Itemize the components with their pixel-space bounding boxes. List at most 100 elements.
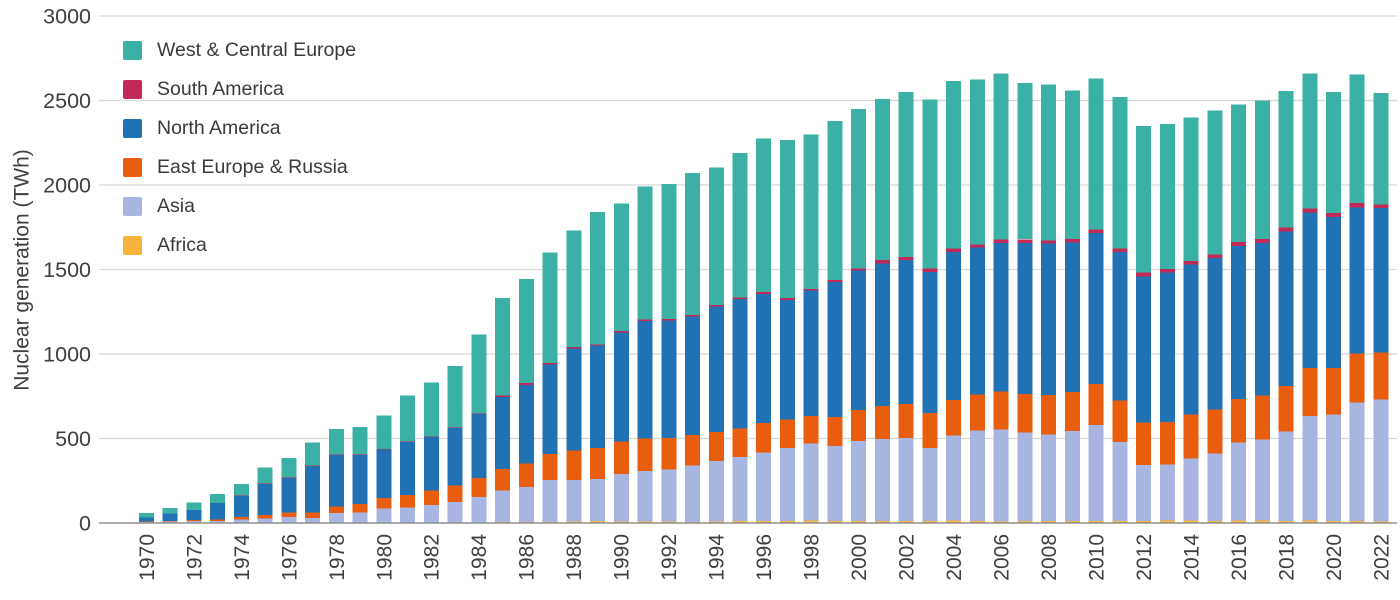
bar-2008-segment-africa bbox=[1041, 520, 1057, 523]
bar-2012-segment-asia bbox=[1136, 465, 1152, 521]
x-tick-label-1988: 1988 bbox=[563, 534, 586, 581]
bar-2008 bbox=[1041, 84, 1057, 523]
bar-1991-segment-africa bbox=[637, 521, 653, 523]
bar-1981-segment-south-america bbox=[400, 441, 416, 443]
bar-2007-segment-africa bbox=[1017, 520, 1033, 523]
bar-1997-segment-north-america bbox=[779, 299, 795, 420]
bar-1987 bbox=[542, 252, 558, 523]
bar-2014-segment-east-europe-russia bbox=[1183, 414, 1199, 459]
bar-1999-segment-africa bbox=[827, 520, 843, 523]
bar-1972-segment-asia bbox=[186, 521, 202, 523]
x-tick-group-1974: 1974 bbox=[231, 534, 254, 581]
bar-2020-segment-africa bbox=[1326, 520, 1341, 523]
bar-1979-segment-east-europe-russia bbox=[352, 504, 368, 513]
bar-2009-segment-africa bbox=[1064, 520, 1080, 523]
bar-1997-segment-west-central-europe bbox=[779, 140, 795, 299]
bar-2006-segment-north-america bbox=[993, 242, 1009, 392]
bar-1985 bbox=[495, 298, 511, 523]
bar-1989-segment-asia bbox=[590, 479, 606, 522]
bar-2008-segment-east-europe-russia bbox=[1041, 395, 1057, 435]
bar-1973-segment-west-central-europe bbox=[210, 493, 226, 503]
bar-2022-segment-africa bbox=[1373, 521, 1389, 523]
bar-1994-segment-south-america bbox=[708, 305, 724, 307]
legend-label: East Europe & Russia bbox=[157, 156, 348, 178]
bar-1977-segment-south-america bbox=[305, 465, 321, 467]
bar-1995-segment-south-america bbox=[732, 297, 748, 300]
bar-1993 bbox=[685, 173, 701, 523]
bar-1994-segment-west-central-europe bbox=[708, 167, 724, 306]
bar-1972-segment-west-central-europe bbox=[186, 502, 202, 510]
x-tick-label-1996: 1996 bbox=[753, 534, 776, 581]
x-tick-group-1980: 1980 bbox=[373, 534, 396, 581]
bar-2015-segment-south-america bbox=[1207, 254, 1223, 259]
bar-1995-segment-asia bbox=[732, 456, 748, 522]
bar-1993-segment-west-central-europe bbox=[685, 173, 701, 315]
bar-2019 bbox=[1302, 73, 1318, 523]
bar-2014 bbox=[1183, 117, 1199, 523]
bar-2004-segment-asia bbox=[946, 435, 962, 521]
bar-2012-segment-west-central-europe bbox=[1136, 125, 1152, 273]
legend-label: Asia bbox=[157, 195, 195, 217]
bar-2009-segment-east-europe-russia bbox=[1064, 392, 1080, 431]
legend-item-north-america: North America bbox=[123, 109, 356, 148]
x-tick-group-2022: 2022 bbox=[1370, 534, 1393, 581]
x-tick-group-1994: 1994 bbox=[706, 534, 729, 581]
legend-label: Africa bbox=[157, 234, 207, 256]
bar-1974-segment-south-america bbox=[233, 495, 249, 496]
bar-2006-segment-east-europe-russia bbox=[993, 391, 1009, 430]
legend-swatch-icon bbox=[123, 236, 142, 255]
bar-1990-segment-asia bbox=[613, 474, 629, 522]
bar-2003-segment-west-central-europe bbox=[922, 99, 938, 269]
bar-1988-segment-east-europe-russia bbox=[566, 450, 582, 481]
x-tick-label-2002: 2002 bbox=[896, 534, 919, 581]
legend-item-asia: Asia bbox=[123, 187, 356, 226]
bar-1995-segment-africa bbox=[732, 521, 748, 523]
bar-1980-segment-asia bbox=[376, 508, 392, 523]
bar-1990-segment-north-america bbox=[613, 332, 629, 442]
bar-2007-segment-asia bbox=[1017, 432, 1033, 521]
x-tick-label-2012: 2012 bbox=[1133, 534, 1156, 581]
bar-2011-segment-west-central-europe bbox=[1112, 97, 1128, 249]
legend-swatch-icon bbox=[123, 158, 142, 177]
bar-2011-segment-africa bbox=[1112, 520, 1128, 523]
x-tick-group-2020: 2020 bbox=[1323, 534, 1346, 581]
bar-1985-segment-north-america bbox=[495, 396, 511, 469]
bar-1977-segment-north-america bbox=[305, 465, 321, 513]
bar-2011-segment-north-america bbox=[1112, 251, 1128, 401]
bar-1984 bbox=[471, 334, 487, 523]
bar-1997-segment-africa bbox=[779, 520, 795, 523]
bar-1976 bbox=[281, 458, 297, 523]
bar-2003-segment-asia bbox=[922, 447, 938, 521]
bar-2006-segment-south-america bbox=[993, 239, 1009, 243]
legend-swatch-icon bbox=[123, 80, 142, 99]
bar-2001-segment-north-america bbox=[874, 263, 890, 406]
bar-2002-segment-west-central-europe bbox=[898, 92, 914, 257]
bar-1998-segment-north-america bbox=[803, 290, 819, 416]
bar-1972 bbox=[186, 502, 202, 523]
bar-1988 bbox=[566, 230, 582, 523]
x-axis-tick-labels: 1970 1972 1974 1976 1978 1980 1982 1984 1986 1988… bbox=[136, 534, 1393, 581]
x-tick-group-2000: 2000 bbox=[848, 534, 871, 581]
bar-2004-segment-south-america bbox=[946, 248, 962, 252]
bar-1982-segment-north-america bbox=[423, 436, 439, 491]
bar-2014-segment-west-central-europe bbox=[1183, 117, 1199, 261]
bar-2021-segment-south-america bbox=[1349, 203, 1365, 208]
bar-2003-segment-africa bbox=[922, 520, 938, 523]
bar-1996-segment-africa bbox=[756, 520, 772, 523]
bar-2019-segment-south-america bbox=[1302, 208, 1318, 213]
bar-2020-segment-asia bbox=[1326, 414, 1341, 521]
bar-2013 bbox=[1159, 124, 1175, 523]
bar-1975-segment-south-america bbox=[257, 483, 273, 484]
bar-1985-segment-east-europe-russia bbox=[495, 468, 511, 491]
bar-1998-segment-south-america bbox=[803, 288, 819, 291]
bar-2010-segment-east-europe-russia bbox=[1088, 384, 1104, 425]
bar-1976-segment-asia bbox=[281, 516, 297, 523]
bar-1995 bbox=[732, 152, 748, 523]
bar-1980-segment-south-america bbox=[376, 449, 392, 450]
bar-2003-segment-east-europe-russia bbox=[922, 413, 938, 448]
bar-1972-segment-north-america bbox=[186, 509, 202, 521]
bar-1999-segment-east-europe-russia bbox=[827, 416, 843, 446]
bar-2000 bbox=[851, 108, 867, 523]
bar-1989-segment-south-america bbox=[590, 344, 606, 346]
